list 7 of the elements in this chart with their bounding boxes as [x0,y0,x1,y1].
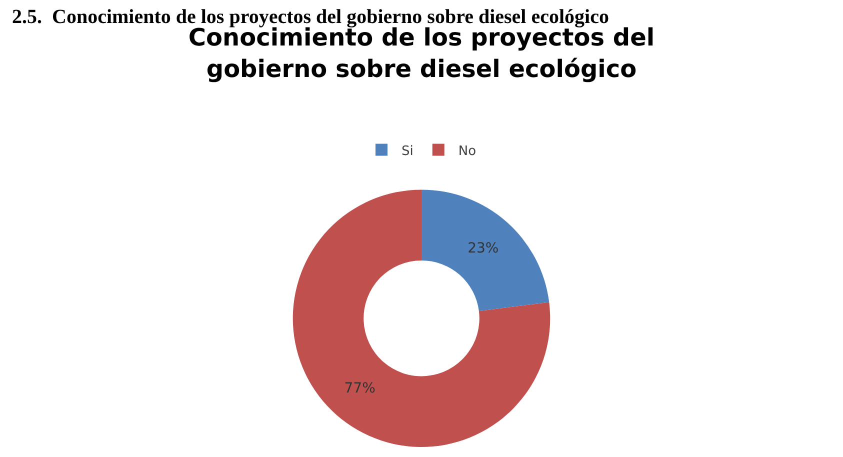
text: 2.5. Conocimiento de los proyectos del gobierno sobre diesel ecológico [12,6,609,28]
data-label: 23% [468,240,499,256]
donut-slice [422,190,550,312]
legend-label: Si [402,144,414,159]
data-label: 77% [344,380,376,396]
legend-label: No [458,144,476,159]
donut-slice [292,190,550,447]
